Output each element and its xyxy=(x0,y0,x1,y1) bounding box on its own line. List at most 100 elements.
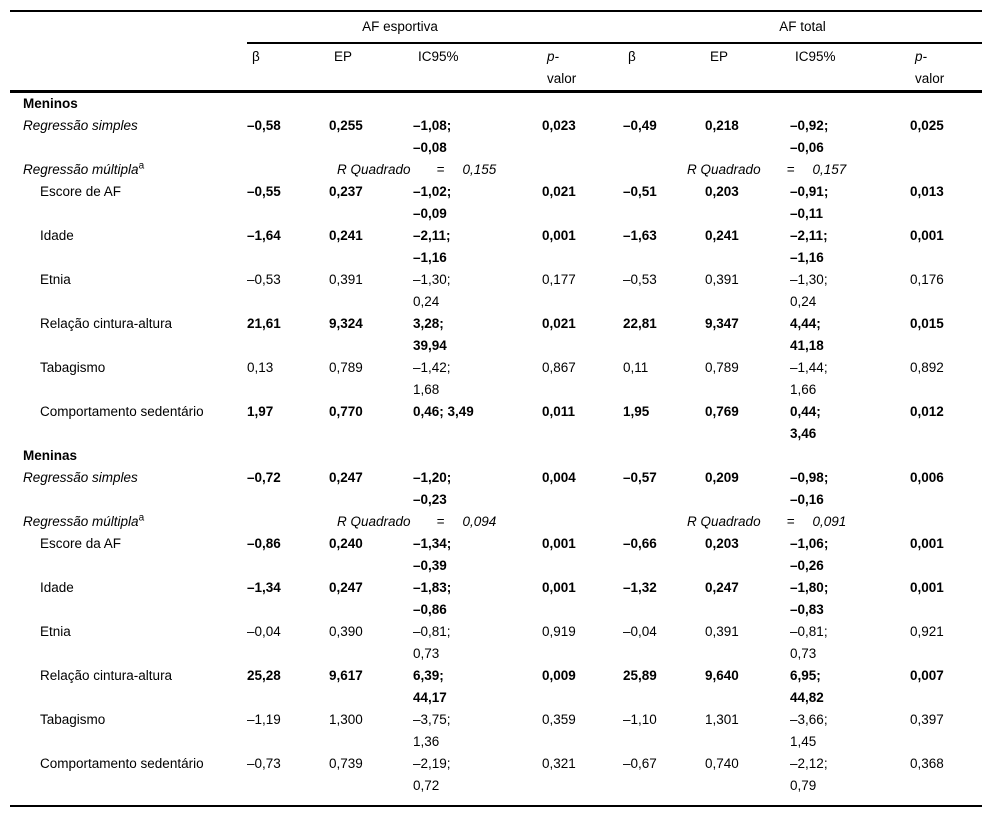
p-label-line2: valor xyxy=(915,71,945,86)
table-cell: 0,359 xyxy=(542,712,576,727)
table-cell: 22,81 xyxy=(623,316,657,331)
table-row: Comportamento sedentário 1,97 0,770 0,46; 3… xyxy=(10,401,982,445)
table-cell: –0,72 xyxy=(247,470,281,485)
table-cell: 0,44; 3,46 xyxy=(790,404,821,441)
table-cell: 4,44; 41,18 xyxy=(790,316,824,353)
row-label-text: Comportamento sedentário xyxy=(40,756,204,771)
row-label-text: Escore de AF xyxy=(40,184,122,199)
row-label-text: Regressão múltiplaa xyxy=(23,160,145,177)
ic95-label: IC95% xyxy=(795,49,836,64)
equals-sign: = xyxy=(786,514,795,529)
group-header-row: AF esportiva AF total xyxy=(10,11,983,44)
r-squared-label: R Quadrado xyxy=(687,514,761,529)
table-cell: 0,391 xyxy=(329,272,363,287)
ic95-label: IC95% xyxy=(418,49,459,64)
table-cell: 0,892 xyxy=(910,360,944,375)
table-cell: 0,001 xyxy=(910,228,944,243)
table-row: Regressão simples –0,72 0,247 –1,20; –0,23 0… xyxy=(10,467,982,511)
regression-results-table: AF esportiva AF total β EP IC95% p-valor… xyxy=(10,10,983,807)
table-row: Tabagismo –1,19 1,300 –3,75; 1,36 0,359 –1,10… xyxy=(10,709,982,753)
table-cell: 0,789 xyxy=(329,360,363,375)
row-label: Escore de AF xyxy=(10,181,247,225)
table-cell: 1,300 xyxy=(329,712,363,727)
table-cell: 0,025 xyxy=(910,118,944,133)
column-header-pvalor-1: p-valor xyxy=(542,43,624,93)
row-label: Regressão simples xyxy=(10,467,247,511)
beta-label: β xyxy=(628,49,636,64)
table-cell: 9,640 xyxy=(705,668,739,683)
empty-cell xyxy=(910,511,982,533)
table-cell: –1,02; –0,09 xyxy=(413,184,452,221)
row-label-text: Idade xyxy=(40,580,74,595)
empty-cell xyxy=(247,511,329,533)
equals-sign: = xyxy=(436,162,445,177)
r-squared-label: R Quadrado xyxy=(337,162,411,177)
table-cell: 0,001 xyxy=(542,580,576,595)
table-row: Relação cintura-altura 25,28 9,617 6,39; 44… xyxy=(10,665,982,709)
table-cell: 0,023 xyxy=(542,118,576,133)
ep-label: EP xyxy=(710,49,729,64)
table-cell: 0,46; 3,49 xyxy=(413,404,474,419)
column-header-empty xyxy=(10,43,247,93)
footnote-marker: a xyxy=(138,160,145,172)
row-label-text: Regressão múltiplaa xyxy=(23,512,145,529)
row-label: Idade xyxy=(10,577,247,621)
r-squared-right: R Quadrado = 0,157 xyxy=(623,159,910,181)
table-cell: –1,30; 0,24 xyxy=(413,272,451,309)
table-cell: 0,11 xyxy=(623,360,649,375)
table-cell: –0,49 xyxy=(623,118,657,133)
r-squared-right: R Quadrado = 0,091 xyxy=(623,511,910,533)
table-cell: 0,021 xyxy=(542,316,576,331)
column-header-ic95-2: IC95% xyxy=(790,43,911,93)
row-label: Etnia xyxy=(10,621,247,665)
r-squared-left: R Quadrado = 0,094 xyxy=(329,511,542,533)
table-cell: –1,63 xyxy=(623,228,657,243)
beta-label: β xyxy=(252,49,260,64)
empty-cell xyxy=(910,159,982,181)
table-cell: –3,66; 1,45 xyxy=(790,712,828,749)
table-row: Regressão múltiplaa R Quadrado = 0,094 R Qua… xyxy=(10,511,982,533)
table-cell: 0,203 xyxy=(705,536,739,551)
r-squared-left: R Quadrado = 0,155 xyxy=(329,159,542,181)
group-label-af-esportiva: AF esportiva xyxy=(362,19,438,34)
table-cell: 0,218 xyxy=(705,118,739,133)
table-cell: –1,34; –0,39 xyxy=(413,536,452,573)
table-cell: 1,97 xyxy=(247,404,274,419)
table-row: Idade –1,64 0,241 –2,11; –1,16 0,001 –1,63 0,2… xyxy=(10,225,982,269)
row-label: Relação cintura-altura xyxy=(10,665,247,709)
table-body: Meninos Regressão simples –0,58 0,255 –1,08;… xyxy=(10,92,982,807)
column-header-ep-1: EP xyxy=(329,43,413,93)
table-cell: –0,55 xyxy=(247,184,281,199)
table-row: Regressão simples –0,58 0,255 –1,08; –0,08 0… xyxy=(10,115,982,159)
row-label: Comportamento sedentário xyxy=(10,401,247,445)
table-cell: 0,015 xyxy=(910,316,944,331)
table-cell: –0,04 xyxy=(623,624,657,639)
table-cell: –1,42; 1,68 xyxy=(413,360,451,397)
table-cell: –0,57 xyxy=(623,470,657,485)
table-cell: 0,255 xyxy=(329,118,363,133)
table-cell: 0,006 xyxy=(910,470,944,485)
table-cell: –1,64 xyxy=(247,228,281,243)
column-header-beta-2: β xyxy=(623,43,706,93)
table-cell: 0,390 xyxy=(329,624,363,639)
table-cell: 0,247 xyxy=(705,580,739,595)
table-cell: 0,739 xyxy=(329,756,363,771)
table-cell: 0,241 xyxy=(329,228,363,243)
p-label: p- xyxy=(915,49,928,64)
row-label-text: Regressão simples xyxy=(23,470,138,485)
table-cell: 0,770 xyxy=(329,404,363,419)
table-cell: –1,83; –0,86 xyxy=(413,580,452,617)
table-cell: 0,007 xyxy=(910,668,944,683)
table-cell: 0,009 xyxy=(542,668,576,683)
table-cell: 9,324 xyxy=(329,316,363,331)
table-cell: 0,921 xyxy=(910,624,944,639)
row-label: Escore da AF xyxy=(10,533,247,577)
table-cell: 0,012 xyxy=(910,404,944,419)
column-header-row: β EP IC95% p-valor β EP IC95% p-valor xyxy=(10,43,983,93)
row-label-text: Etnia xyxy=(40,272,71,287)
row-label: Regressão múltiplaa xyxy=(10,159,247,181)
row-label: Comportamento sedentário xyxy=(10,753,247,806)
empty-cell xyxy=(542,159,623,181)
table-cell: –1,08; –0,08 xyxy=(413,118,452,155)
table-row: Idade –1,34 0,247 –1,83; –0,86 0,001 –1,32 0,2… xyxy=(10,577,982,621)
